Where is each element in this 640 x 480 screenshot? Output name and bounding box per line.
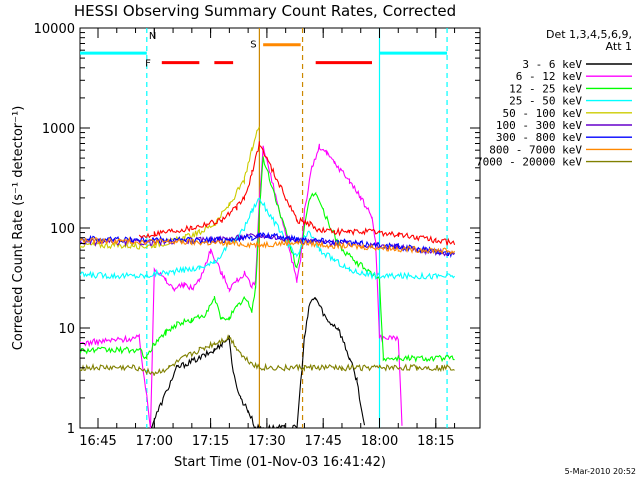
y-tick-label: 10	[58, 322, 75, 337]
series-line-2	[80, 156, 455, 363]
x-axis-label: Start Time (01-Nov-03 16:41:42)	[174, 455, 386, 470]
legend-label: 100 - 300 keV	[496, 119, 582, 132]
x-tick-label: 17:00	[136, 434, 173, 449]
chart-title: HESSI Observing Summary Count Rates, Cor…	[74, 2, 456, 20]
legend-label: 12 - 25 keV	[509, 82, 582, 95]
y-tick-label: 10000	[34, 22, 75, 37]
series-line-0	[150, 296, 366, 428]
legend-label: 7000 - 20000 keV	[476, 156, 582, 169]
y-tick-label: 1	[67, 422, 75, 437]
legend-label: 6 - 12 keV	[516, 70, 583, 83]
y-axis-label: Corrected Count Rate (s⁻¹ detector⁻¹)	[11, 106, 26, 351]
plot-area	[80, 28, 456, 428]
legend-label: 50 - 100 keV	[503, 107, 583, 120]
flag-marker-f: F	[145, 59, 151, 70]
flag-marker-s: S	[250, 39, 256, 50]
x-tick-label: 17:30	[248, 434, 285, 449]
y-tick-label: 1000	[42, 122, 75, 137]
x-tick-label: 18:00	[361, 434, 398, 449]
x-tick-label: 18:15	[417, 434, 454, 449]
x-tick-label: 17:15	[192, 434, 229, 449]
series-line-red	[138, 141, 456, 246]
legend-header-line: Det 1,3,4,5,6,9,	[546, 28, 632, 41]
footer-timestamp: 5-Mar-2010 20:52	[565, 467, 636, 476]
series-line-7	[80, 236, 456, 255]
series-line-3	[80, 197, 456, 281]
series-line-4	[80, 126, 260, 250]
series-line-1	[80, 143, 403, 428]
legend-label: 3 - 6 keV	[522, 58, 582, 71]
legend-label: 300 - 800 keV	[496, 131, 582, 144]
flag-marker-n: N	[149, 31, 156, 42]
legend-label: 800 - 7000 keV	[489, 143, 582, 156]
series-line-6	[80, 231, 455, 259]
x-tick-label: 17:45	[304, 434, 341, 449]
y-tick-label: 100	[50, 222, 75, 237]
legend-header-line: Att 1	[606, 40, 632, 53]
x-tick-label: 16:45	[79, 434, 116, 449]
axes: 1 10 100 1000 10000 16:45 17:00 17:15 17:30 17:45…	[34, 22, 480, 449]
series-line-8	[80, 334, 455, 376]
legend-label: 25 - 50 keV	[509, 95, 582, 108]
